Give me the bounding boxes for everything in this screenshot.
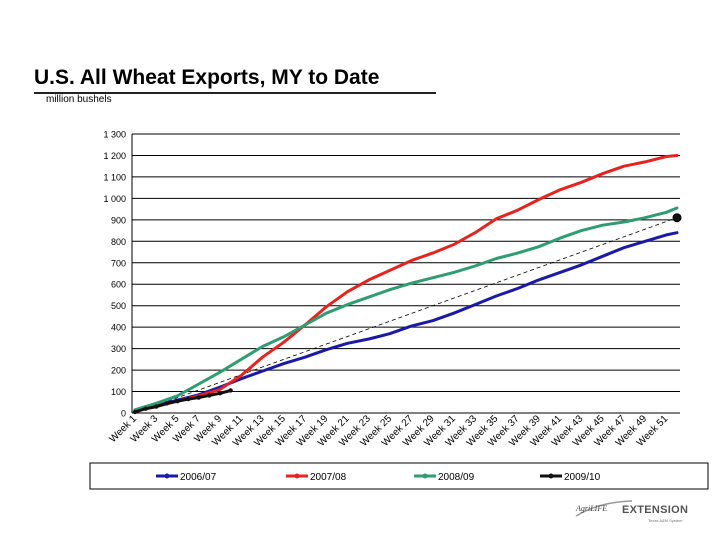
legend-marker xyxy=(422,473,428,479)
legend-marker xyxy=(164,473,170,479)
data-point xyxy=(132,409,138,415)
data-point xyxy=(196,395,201,400)
y-axis-ticks: 0 100 200 300 400 500 600 700 800 900 1 000 1 100 1 … xyxy=(103,130,126,419)
legend-marker xyxy=(548,473,554,479)
y-tick-label: 0 xyxy=(121,409,126,419)
data-point xyxy=(217,391,223,396)
data-point xyxy=(185,396,191,402)
logo-tagline: Texas A&M System xyxy=(648,518,683,523)
trendline xyxy=(134,213,682,414)
y-tick-label: 1 000 xyxy=(103,194,126,204)
y-tick-label: 100 xyxy=(111,387,126,397)
title-underline xyxy=(34,92,436,94)
trendline-dashed xyxy=(134,217,678,414)
agrilife-extension-logo: AgriLIFE EXTENSION Texas A&M System xyxy=(574,500,704,528)
logo-swoosh-icon xyxy=(575,500,633,517)
legend-label: 2006/07 xyxy=(180,472,217,483)
chart-title: U.S. All Wheat Exports, MY to Date xyxy=(34,66,380,89)
trendline-end-marker xyxy=(672,213,682,223)
y-tick-label: 800 xyxy=(111,237,126,247)
logo-word: EXTENSION xyxy=(622,504,689,516)
legend-label: 2008/09 xyxy=(438,472,475,483)
y-tick-label: 500 xyxy=(111,301,126,311)
logo-brand: AgriLIFE xyxy=(576,504,608,513)
data-point xyxy=(175,398,180,404)
y-tick-label: 700 xyxy=(111,258,126,268)
series-line-2007-08 xyxy=(133,154,679,413)
y-tick-label: 1 100 xyxy=(103,172,126,182)
axes xyxy=(131,134,680,414)
y-tick-label: 1 200 xyxy=(103,151,126,161)
y-tick-label: 600 xyxy=(111,280,126,290)
legend-label: 2009/10 xyxy=(564,472,601,483)
data-point xyxy=(164,401,170,406)
y-tick-label: 300 xyxy=(111,344,126,354)
data-point xyxy=(228,388,233,393)
y-tick-label: 900 xyxy=(111,215,126,225)
gridlines xyxy=(132,133,680,393)
series-line-2008-09 xyxy=(133,206,679,412)
y-tick-label: 1 300 xyxy=(103,130,126,140)
chart-subtitle: million bushels xyxy=(46,94,112,105)
legend-marker xyxy=(294,473,300,479)
legend-box xyxy=(89,462,709,490)
data-point xyxy=(207,393,212,398)
legend-label: 2007/08 xyxy=(310,472,347,483)
data-point xyxy=(154,404,159,409)
y-tick-label: 200 xyxy=(111,366,126,376)
y-tick-label: 400 xyxy=(111,323,126,333)
series-lines xyxy=(132,154,679,415)
series-line-2006-07 xyxy=(133,231,679,413)
legend: 2006/07 2007/08 2008/09 2009/10 xyxy=(89,462,709,490)
series-line-2009-10 xyxy=(133,389,233,414)
data-point xyxy=(143,406,148,411)
